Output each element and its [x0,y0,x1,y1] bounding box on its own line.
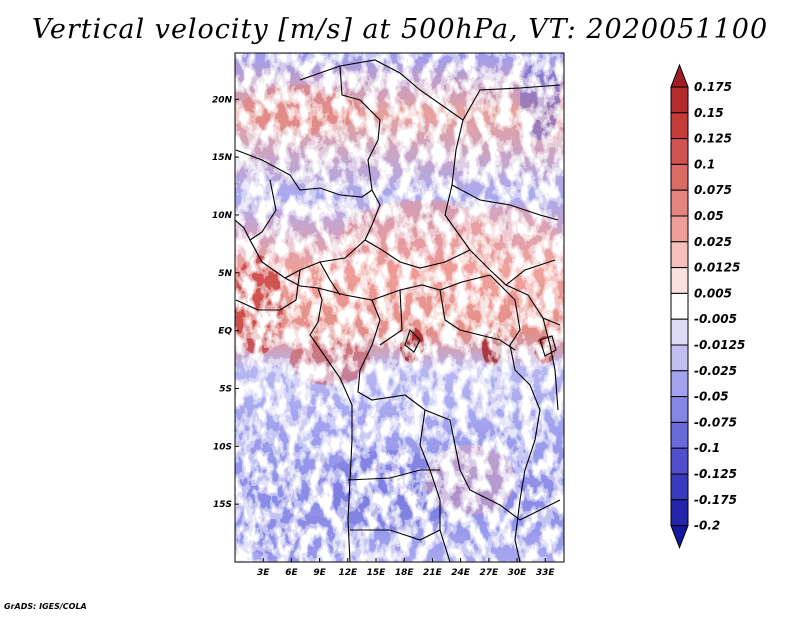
lon-tick-label: 21E [423,568,443,578]
colorbar-label: -0.075 [694,415,737,429]
country-borders [235,59,561,562]
colorbar-label: -0.175 [694,493,737,507]
colorbar-segment [670,499,689,527]
longitude-axis: 3E 6E 9E 12E 15E 18E 21E 24E 27E 30E 33E [257,558,555,578]
lat-tick-label: 10S [213,442,232,452]
colorbar-label: 0.1 [694,157,715,171]
lon-tick-label: 9E [313,568,326,578]
lat-tick-label: 15N [212,153,233,163]
colorbar-segment [670,421,689,449]
colorbar-label: 0.175 [694,80,732,94]
lat-tick-label: 5S [219,384,232,394]
colorbar-label: -0.025 [694,364,737,378]
colorbar-label: -0.2 [694,519,720,533]
colorbar-top-arrow [670,63,689,88]
lat-tick-label: 5N [218,269,232,279]
lon-tick-label: 12E [338,568,358,578]
colorbar-label: 0.0125 [694,261,740,275]
colorbar-label: 0.025 [694,235,732,249]
lat-tick-label: 10N [212,211,233,221]
colorbar-segment [670,318,689,346]
lon-tick-label: 27E [479,568,499,578]
lat-tick-label: 20N [212,95,233,105]
grads-credit: GrADS: IGES/COLA [4,602,87,611]
colorbar-label: -0.0125 [694,338,745,352]
colorbar-label: 0.125 [694,132,732,146]
colorbar-label: -0.05 [694,390,729,404]
chart-title: Vertical velocity [m/s] at 500hPa, VT: 2… [31,14,769,45]
colorbar-segment [670,292,689,320]
colorbar-segment [670,189,689,217]
latitude-axis: 20N 15N 10N 5N EQ 5S 10S 15S [212,95,239,510]
colorbar-segment [670,370,689,398]
colorbar-label: -0.125 [694,467,737,481]
colorbar-segment [670,138,689,165]
colorbar-segment [670,396,689,423]
lon-tick-label: 6E [285,568,298,578]
vertical-velocity-field [235,53,564,562]
colorbar-segment [670,344,689,372]
colorbar-label: 0.075 [694,183,732,197]
colorbar-segment [670,163,689,191]
lon-tick-label: 30E [508,568,528,578]
colorbar-label: -0.005 [694,312,737,326]
colorbar-segment [670,86,689,114]
colorbar-segment [670,215,689,243]
colorbar-segment [670,473,689,501]
lat-tick-label: EQ [218,327,232,337]
colorbar-segment [670,267,689,294]
colorbar-segment [670,241,689,269]
colorbar-label: 0.005 [694,286,732,300]
map-frame [234,52,565,563]
lon-tick-label: 18E [395,568,415,578]
lon-tick-label: 24E [451,568,471,578]
colorbar-segment [670,112,689,140]
lat-tick-label: 15S [213,500,232,510]
colorbar: 0.175 0.15 0.125 0.1 0.075 0.05 0.025 0.0125 0.0… [670,63,745,549]
colorbar-label: -0.1 [694,441,720,455]
lon-tick-label: 15E [367,568,387,578]
colorbar-segment [670,447,689,475]
lon-tick-label: 3E [257,568,270,578]
lon-tick-label: 33E [536,568,556,578]
colorbar-label: 0.05 [694,209,724,223]
colorbar-label: 0.15 [694,106,724,120]
colorbar-bottom-arrow [670,525,689,549]
